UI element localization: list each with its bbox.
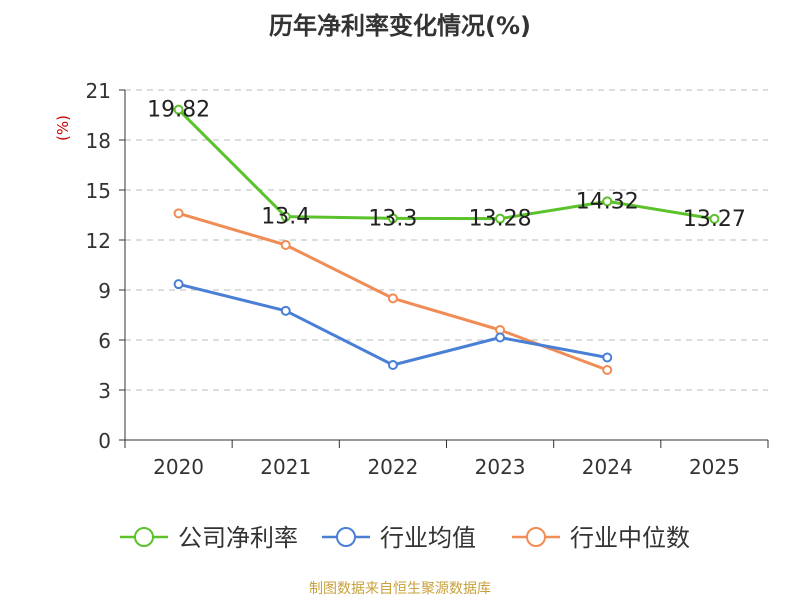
data-label: 13.28 bbox=[469, 207, 532, 232]
series-lines bbox=[173, 104, 720, 375]
legend: 公司净利率 行业均值 行业中位数 bbox=[120, 524, 690, 552]
data-point bbox=[280, 305, 291, 316]
y-tick-label: 12 bbox=[86, 229, 111, 253]
x-tick-label: 2025 bbox=[689, 455, 740, 479]
data-label: 19.82 bbox=[147, 98, 210, 123]
legend-marker bbox=[526, 527, 546, 547]
data-label: 13.3 bbox=[368, 206, 417, 231]
y-tick-label: 18 bbox=[86, 129, 111, 153]
legend-label: 行业均值 bbox=[380, 524, 476, 552]
data-point bbox=[387, 213, 398, 224]
data-point bbox=[602, 352, 613, 363]
grid-lines bbox=[125, 89, 768, 391]
data-labels: 19.82 13.4 13.3 13.28 14.32 13.27 bbox=[147, 98, 746, 232]
series-line bbox=[177, 108, 715, 221]
x-tick-label: 2020 bbox=[153, 455, 204, 479]
legend-marker bbox=[336, 527, 356, 547]
data-point bbox=[495, 213, 506, 224]
data-point bbox=[602, 196, 613, 207]
source-note: 制图数据来自恒生聚源数据库 bbox=[309, 581, 491, 597]
data-point bbox=[387, 360, 398, 370]
data-point bbox=[280, 240, 291, 250]
data-point bbox=[280, 211, 291, 222]
y-tick-label: 15 bbox=[86, 179, 111, 203]
legend-marker bbox=[134, 527, 154, 547]
y-tick-label: 6 bbox=[98, 329, 111, 353]
y-tick-label: 3 bbox=[98, 379, 111, 403]
y-tick-label: 9 bbox=[98, 279, 111, 303]
data-point bbox=[709, 213, 720, 224]
chart-title: 历年净利率变化情况(%) bbox=[269, 12, 531, 40]
x-tick-label: 2022 bbox=[367, 455, 418, 479]
data-point bbox=[173, 208, 184, 219]
axes: 0 3 6 9 12 15 18 21 2020 2021 2022 2023 2024 2025 bbox=[86, 79, 769, 479]
data-point bbox=[173, 279, 184, 290]
data-label: 13.27 bbox=[683, 207, 746, 232]
data-label: 14.32 bbox=[576, 189, 639, 214]
data-point bbox=[173, 104, 184, 115]
x-tick-label: 2023 bbox=[475, 455, 526, 479]
y-tick-label: 0 bbox=[98, 429, 111, 453]
data-point bbox=[495, 332, 506, 343]
y-axis-label: (%) bbox=[54, 115, 72, 141]
x-tick-label: 2024 bbox=[582, 455, 633, 479]
data-label: 13.4 bbox=[261, 205, 310, 230]
data-point bbox=[387, 293, 398, 304]
legend-label: 公司净利率 bbox=[178, 524, 298, 552]
y-tick-label: 21 bbox=[86, 79, 111, 103]
x-tick-label: 2021 bbox=[260, 455, 311, 479]
data-point bbox=[602, 365, 613, 375]
legend-label: 行业中位数 bbox=[570, 524, 690, 552]
